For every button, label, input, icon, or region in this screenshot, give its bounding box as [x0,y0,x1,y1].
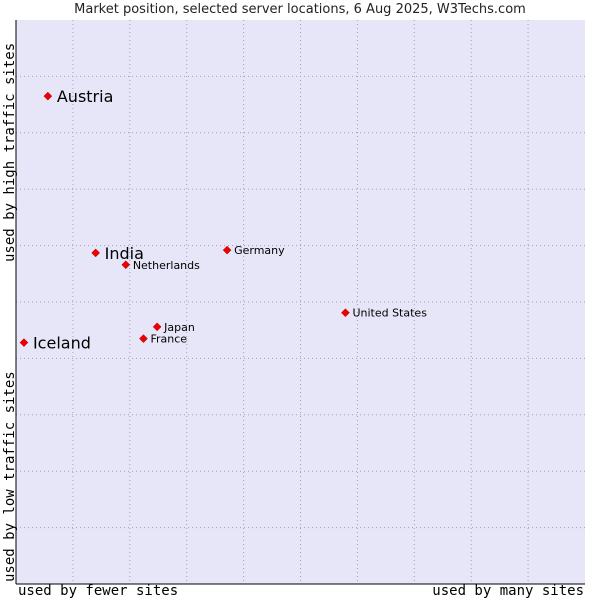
label-austria: Austria [57,87,114,106]
y-axis-labels: used by high traffic sites used by low t… [2,16,18,584]
marker-austria [43,91,53,101]
marker-iceland [19,338,29,347]
label-japan: Japan [163,321,195,334]
marker-japan [152,322,162,332]
marker-india [91,248,101,258]
label-united-states: United States [352,307,427,320]
label-india: India [105,244,144,263]
marker-france [139,334,148,344]
x-axis-label-high: used by many sites [432,583,584,599]
label-netherlands: Netherlands [133,259,200,272]
x-axis-label-low: used by fewer sites [18,583,179,599]
marker-germany [222,245,232,255]
chart-title: Market position, selected server locatio… [74,2,526,17]
label-germany: Germany [234,244,285,257]
marker-netherlands [121,260,131,270]
marker-united-states [341,308,350,318]
y-axis-label-high: used by high traffic sites [2,42,18,262]
label-france: France [150,333,187,346]
label-iceland: Iceland [33,334,91,353]
y-axis-label-low: used by low traffic sites [2,371,18,582]
